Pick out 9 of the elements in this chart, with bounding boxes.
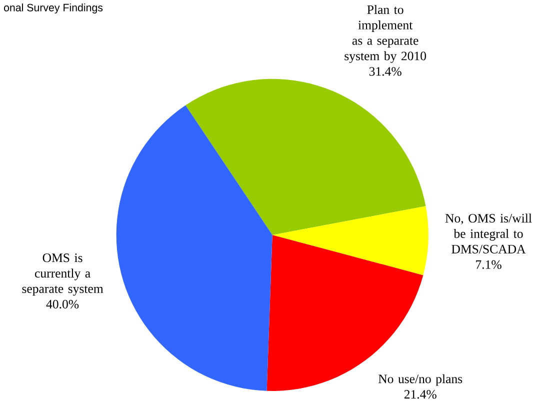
data-label: 31.4%	[369, 66, 402, 76]
slice-label: OMS is currently a separate system	[22, 253, 104, 296]
slice-label: No use/no plans	[378, 374, 462, 386]
slice-label: No, OMS is/will be integral to DMS/SCADA	[445, 213, 532, 254]
data-label: 40.0%	[46, 300, 79, 308]
chart-title: onal Survey Findings	[4, 3, 103, 14]
data-label: 7.1%	[476, 260, 502, 269]
data-label: 21.4%	[404, 390, 436, 399]
slice-label: Plan to implement as a separate system by 2010	[344, 4, 426, 63]
